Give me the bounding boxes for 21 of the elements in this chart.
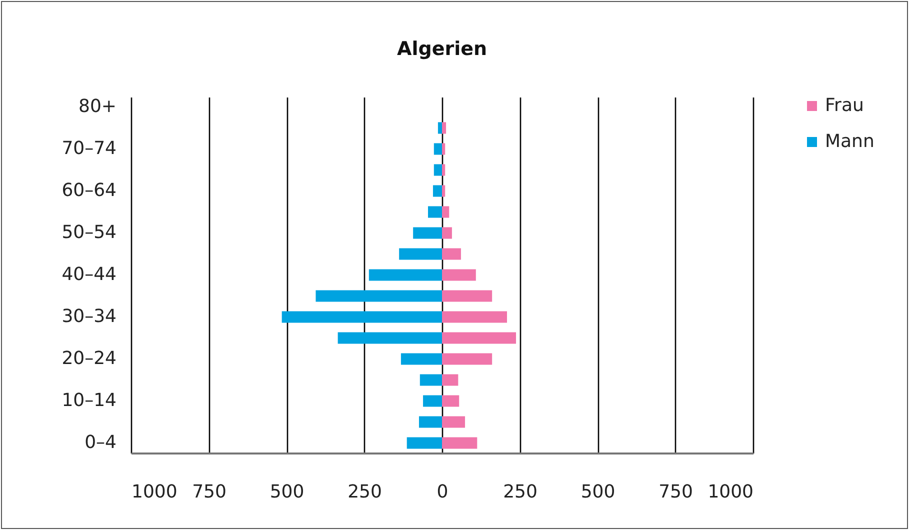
- x-tick-label: 1000: [132, 482, 178, 502]
- x-tick-label: 1000: [708, 482, 754, 502]
- x-tick-label: 0: [436, 482, 448, 502]
- y-tick-label: 40–44: [62, 264, 116, 285]
- y-tick-label: 20–24: [62, 348, 116, 370]
- y-tick-label: 80+: [78, 96, 116, 117]
- y-tick-label: 70–74: [62, 138, 116, 159]
- y-tick-label: 0–4: [84, 432, 116, 454]
- y-tick-label: 30–34: [62, 306, 116, 328]
- x-tick-label: 750: [658, 482, 693, 502]
- chart-title: Algerien: [397, 38, 487, 60]
- x-tick-label: 750: [192, 482, 226, 502]
- legend-label: Mann: [825, 131, 874, 152]
- x-tick-label: 500: [270, 482, 304, 502]
- y-tick-label: 50–54: [62, 222, 116, 243]
- x-tick-label: 250: [348, 482, 382, 502]
- legend-label: Frau: [825, 95, 864, 116]
- x-tick-label: 500: [580, 482, 616, 502]
- y-tick-label: 10–14: [62, 390, 116, 412]
- y-tick-label: 60–64: [62, 180, 116, 201]
- x-tick-label: 250: [503, 482, 538, 502]
